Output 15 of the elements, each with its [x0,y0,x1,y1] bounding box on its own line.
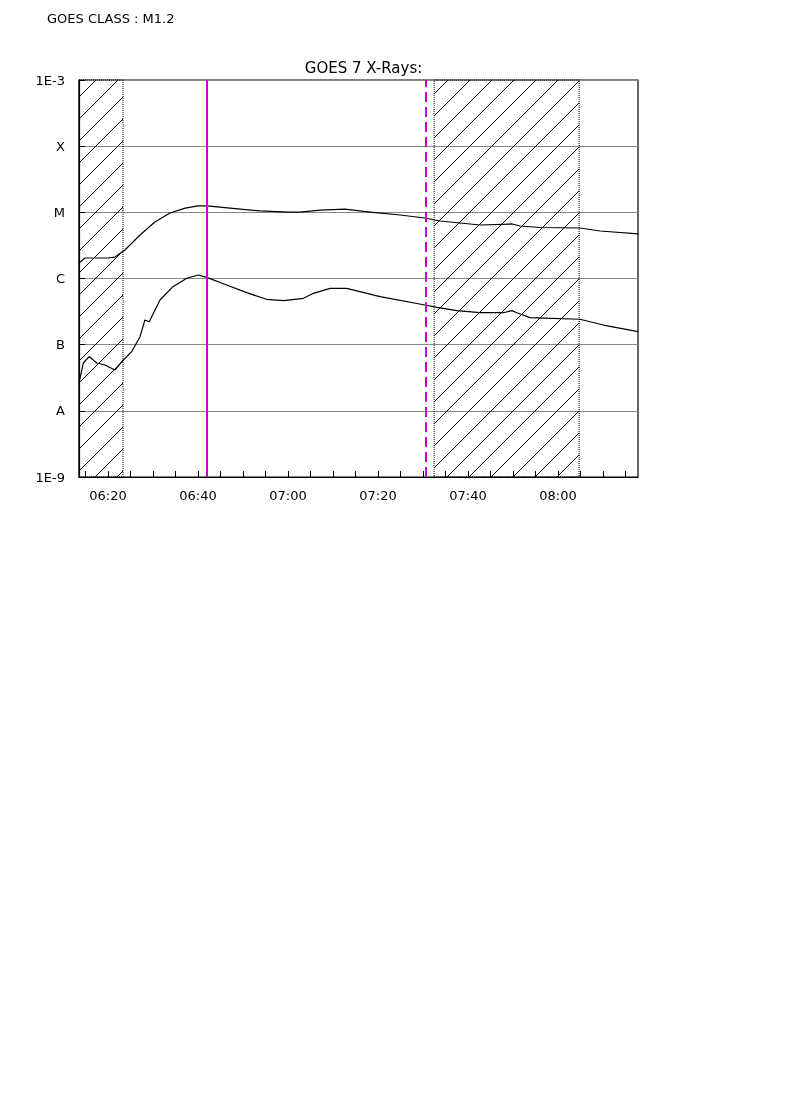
x-tick-label: 07:00 [269,488,307,503]
x-tick-label: 08:00 [539,488,577,503]
text: GOES CLASS : M1.2 [47,11,175,26]
y-tick-label: M [53,204,65,220]
y-tick-label: A [56,403,66,419]
x-tick-label: 07:40 [449,488,487,503]
x-tick-label: 07:20 [359,488,397,503]
x-tick-label: 06:40 [179,488,217,503]
chart-title: GOES 7 X-Rays: [304,58,423,77]
y-tick-label: 1E-9 [35,469,65,485]
x-tick-label: 06:20 [89,488,127,503]
y-tick-label: X [56,138,66,154]
y-tick-label: 1E-3 [35,72,65,88]
y-tick-label: C [55,271,65,286]
y-tick-label: B [56,337,65,353]
